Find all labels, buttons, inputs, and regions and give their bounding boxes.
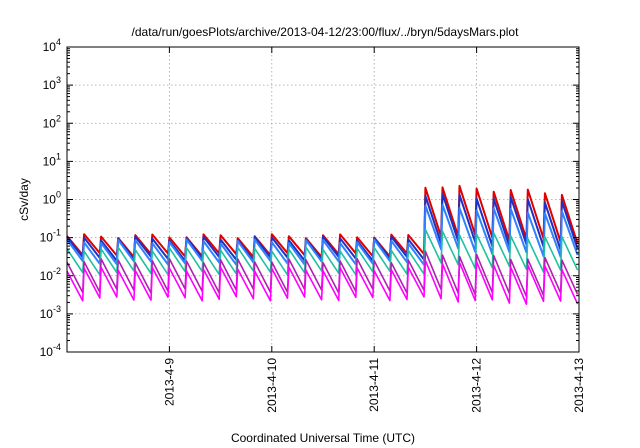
y-tick-label: 102: [43, 113, 61, 130]
x-tick-label: 2013-4-13: [572, 358, 586, 413]
y-tick-label: 101: [43, 151, 61, 168]
x-tick-label: 2013-4-12: [470, 358, 484, 413]
y-tick-label: 103: [43, 75, 61, 92]
x-tick-label: 2013-4-11: [367, 358, 381, 412]
series-line: [66, 228, 579, 276]
chart-title: /data/run/goesPlots/archive/2013-04-12/2…: [132, 25, 520, 39]
y-tick-label: 10-4: [40, 342, 61, 359]
grid: [67, 47, 579, 352]
y-axis-label: cSv/day: [17, 178, 31, 221]
y-tick-label: 104: [43, 37, 61, 54]
x-tick-label: 2013-4-10: [265, 358, 279, 413]
ticks: 10-4 10-3 10-2 10-1 100 101 102 103 104 2013-4-9 2…: [40, 37, 586, 413]
series-layer: [66, 184, 579, 305]
y-tick-label: 100: [43, 190, 61, 207]
x-axis-label: Coordinated Universal Time (UTC): [231, 431, 415, 445]
series-line: [66, 259, 579, 305]
y-tick-label: 10-1: [40, 228, 61, 245]
x-tick-label: 2013-4-9: [162, 358, 176, 406]
y-tick-label: 10-3: [40, 304, 61, 321]
y-tick-label: 10-2: [40, 266, 61, 283]
